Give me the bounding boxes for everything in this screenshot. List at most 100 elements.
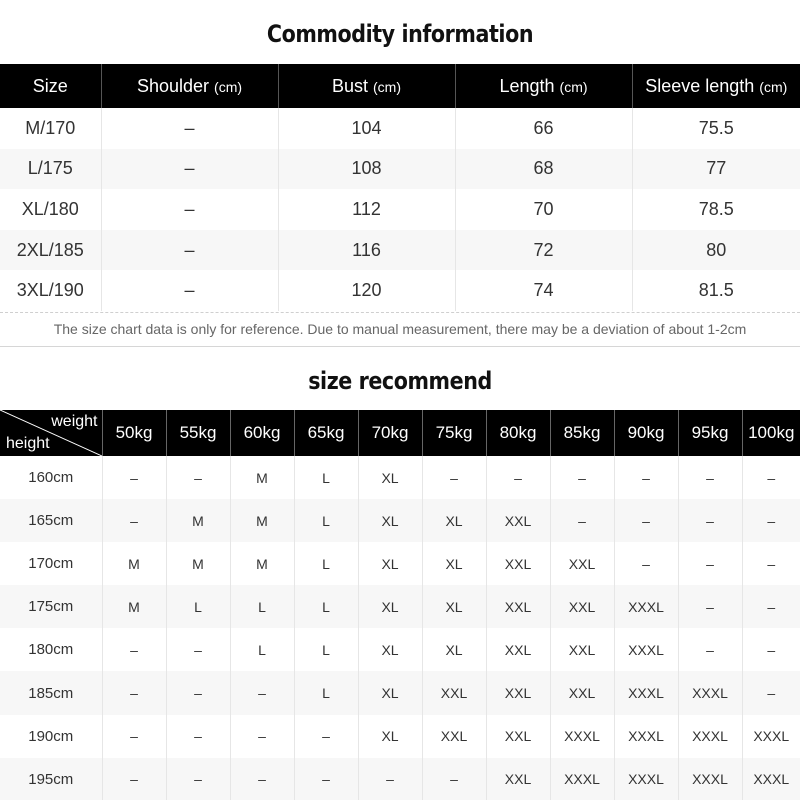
size-cell: – xyxy=(613,499,678,543)
size-cell: – xyxy=(101,671,166,715)
weight-label: weight xyxy=(51,413,98,430)
size-cell: – xyxy=(101,456,166,500)
size-cell: XL xyxy=(421,585,486,629)
size-cell: – xyxy=(741,499,800,543)
height-cell: 180cm xyxy=(28,641,74,659)
size-cell: – xyxy=(741,628,800,672)
weight-header: 85kg xyxy=(549,410,614,456)
size-cell: XXL xyxy=(485,628,550,672)
size-cell: – xyxy=(165,714,230,758)
size-cell: – xyxy=(485,456,550,500)
weight-header: 75kg xyxy=(421,410,486,456)
size-cell: – xyxy=(229,757,294,800)
size-cell: XXL xyxy=(485,714,550,758)
size-cell: – xyxy=(677,585,742,629)
size-cell: – xyxy=(165,628,230,672)
size-cell: – xyxy=(165,456,230,500)
column-header-unit: (cm) xyxy=(759,78,788,95)
size-cell: M xyxy=(229,499,294,543)
size-cell: L xyxy=(229,628,294,672)
weight-header: 95kg xyxy=(677,410,742,456)
table-cell: 120 xyxy=(277,270,455,311)
size-cell: XXL xyxy=(485,499,550,543)
size-cell: XXXL xyxy=(549,714,614,758)
divider xyxy=(0,346,800,347)
height-cell: 165cm xyxy=(0,499,102,543)
size-cell: – xyxy=(101,714,166,758)
size-cell: XL xyxy=(357,671,422,715)
table-cell: L/175 xyxy=(0,148,101,190)
weight-header: 50kg xyxy=(101,410,166,456)
size-cell: XXL xyxy=(549,671,614,715)
weight-header: 90kg xyxy=(613,410,678,456)
height-cell: 195cm xyxy=(0,757,102,800)
weight-header: 100kg xyxy=(741,410,800,456)
table-cell: 112 xyxy=(277,189,455,230)
divider xyxy=(0,312,800,313)
table-cell: – xyxy=(100,189,278,230)
table-row: 165cm – M M L XL XL XXL – – – – xyxy=(0,499,800,543)
table-cell: 66 xyxy=(454,108,632,149)
recommend-header-row: weight height 50kg 55kg 60kg 65kg 70kg 75kg 80… xyxy=(0,410,800,456)
table-row: L/175–108 68 77 xyxy=(0,148,800,190)
table-row: 160cm – – M L XL – – – – – – xyxy=(0,456,800,500)
size-cell: – xyxy=(741,671,800,715)
weight-header: 55kg xyxy=(165,410,230,456)
column-header: Size xyxy=(0,64,101,108)
size-cell: XL xyxy=(421,542,486,586)
size-cell: XXL xyxy=(549,628,614,672)
size-chart-note: The size chart data is only for referenc… xyxy=(53,321,747,337)
size-cell: L xyxy=(293,585,358,629)
commodity-table: Size Shoulder (cm) Bust (cm) Length (cm) Sle… xyxy=(0,64,800,311)
size-cell: XXXL xyxy=(741,714,800,758)
size-cell: XL xyxy=(357,585,422,629)
size-cell: XXL xyxy=(549,585,614,629)
size-cell: XXXL xyxy=(677,714,742,758)
column-header-label: Length xyxy=(499,75,560,96)
size-cell: XXL xyxy=(485,585,550,629)
size-cell: XXL xyxy=(485,542,550,586)
weight-header: 80kg xyxy=(485,410,550,456)
size-cell: L xyxy=(165,585,230,629)
table-row: 185cm – – – L XL XXL XXL XXL XXXL XXXL – xyxy=(0,671,800,715)
recommend-body: 160cm – – M L XL – – – – – –165cm – M M L XL XL XXL – – – –170… xyxy=(0,456,800,800)
table-row: 2XL/185–116 72 80 xyxy=(0,229,800,271)
size-cell: XL xyxy=(357,542,422,586)
size-cell: – xyxy=(613,542,678,586)
table-cell: – xyxy=(100,148,278,190)
table-cell: 77 xyxy=(631,148,800,190)
table-cell: – xyxy=(100,270,278,311)
table-cell: 70 xyxy=(454,189,632,230)
table-row: 180cm – – L L XL XL XXL XXL XXXL – – xyxy=(0,628,800,672)
size-cell: – xyxy=(677,628,742,672)
column-header: Shoulder (cm) xyxy=(100,64,278,108)
size-cell: – xyxy=(741,456,800,500)
size-cell: – xyxy=(741,542,800,586)
commodity-body: M/170–104 66 75.5 L/175–108 68 77 XL/180–112 70… xyxy=(0,108,800,311)
table-cell: 116 xyxy=(277,229,455,271)
table-row: 170cm M M M L XL XL XXL XXL – – – xyxy=(0,542,800,586)
size-cell: – xyxy=(421,757,486,800)
size-cell: XXXL xyxy=(613,585,678,629)
height-cell: 175cm xyxy=(0,585,102,629)
table-row: M/170 –104 66 75.5 xyxy=(0,108,800,149)
table-row: XL/180–112 70 78.5 xyxy=(0,189,800,230)
size-cell: – xyxy=(741,585,800,629)
size-cell: M xyxy=(101,585,166,629)
size-cell: XL xyxy=(421,499,486,543)
table-cell: M/170 xyxy=(25,117,76,138)
column-header-unit: (cm) xyxy=(373,78,402,95)
size-cell: L xyxy=(293,499,358,543)
commodity-title: Commodity information xyxy=(266,20,534,48)
size-cell: L xyxy=(229,585,294,629)
size-cell: XL xyxy=(357,714,422,758)
header-corner: weight height xyxy=(0,410,102,456)
column-header: Length (cm) xyxy=(454,64,632,108)
size-cell: XXL xyxy=(549,542,614,586)
size-cell: – xyxy=(229,671,294,715)
size-cell: – xyxy=(677,542,742,586)
column-header-unit: (cm) xyxy=(559,78,588,95)
size-cell: XXL xyxy=(421,714,486,758)
size-cell: M xyxy=(229,456,294,500)
size-cell: M xyxy=(165,542,230,586)
